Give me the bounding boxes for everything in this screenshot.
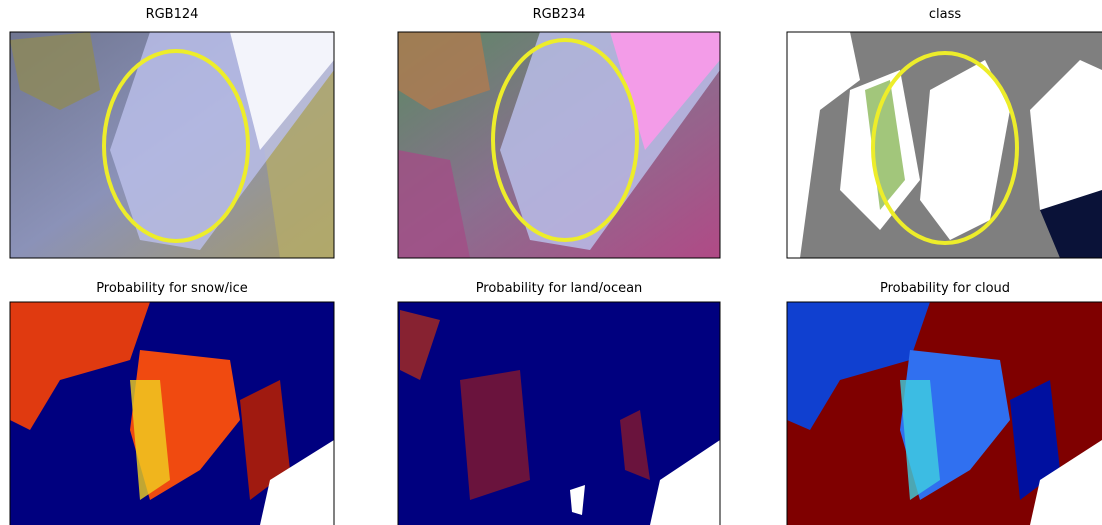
image <box>10 32 334 258</box>
image <box>10 302 334 525</box>
panel-title: RGB234 <box>533 7 586 22</box>
image <box>787 302 1102 525</box>
image <box>398 32 720 258</box>
image <box>398 302 720 525</box>
figure: RGB124 RGB234 class Probability for snow… <box>0 0 1102 525</box>
panel-title: class <box>929 7 961 22</box>
panel-title: Probability for land/ocean <box>476 281 643 296</box>
panel-title: Probability for cloud <box>880 281 1010 296</box>
panel-title: RGB124 <box>146 7 199 22</box>
panel-title: Probability for snow/ice <box>96 281 248 296</box>
image <box>787 32 1102 258</box>
